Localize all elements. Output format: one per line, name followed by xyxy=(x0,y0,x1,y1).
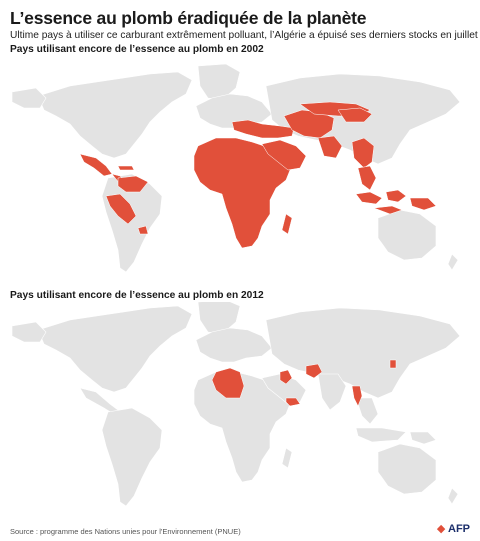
land-south-asia xyxy=(317,373,347,411)
region-north-korea xyxy=(389,359,397,369)
land-indonesia xyxy=(355,427,407,443)
land-alaska xyxy=(11,321,47,343)
region-middle-east xyxy=(261,139,307,171)
region-papua xyxy=(409,197,437,211)
region-uruguay xyxy=(137,225,149,235)
base-land-2012 xyxy=(11,302,461,507)
land-asia xyxy=(265,307,461,399)
region-madagascar xyxy=(281,213,293,235)
land-europe xyxy=(195,327,273,363)
highlight-2012 xyxy=(211,359,397,407)
land-europe xyxy=(195,93,273,129)
region-china xyxy=(351,137,375,169)
land-australia xyxy=(377,443,437,495)
afp-logo-icon: ◆ xyxy=(436,523,446,535)
land-new-zealand xyxy=(447,487,459,505)
chart-title: L’essence au plomb éradiquée de la planè… xyxy=(10,8,367,28)
region-myanmar xyxy=(351,385,363,407)
region-indonesia-1 xyxy=(355,191,383,205)
land-north-america xyxy=(37,71,193,159)
afp-logo-text: AFP xyxy=(448,523,470,535)
region-mongolia xyxy=(337,107,373,123)
land-new-zealand xyxy=(447,253,459,271)
region-indonesia-2 xyxy=(385,189,407,203)
land-southeast-asia xyxy=(355,397,379,425)
land-south-america xyxy=(101,407,163,507)
panel-title-2002: Pays utilisant encore de l’essence au pl… xyxy=(10,44,264,55)
panel-title-2012: Pays utilisant encore de l’essence au pl… xyxy=(10,290,264,301)
region-algeria xyxy=(211,367,245,399)
region-peru-bolivia xyxy=(105,193,137,225)
region-cuba xyxy=(117,165,135,171)
land-north-america xyxy=(37,305,193,393)
region-balkans-turkey xyxy=(231,119,295,139)
chart-subtitle: Ultime pays à utiliser ce carburant extr… xyxy=(10,30,478,41)
region-south-asia xyxy=(317,135,343,159)
land-madagascar xyxy=(281,447,293,469)
land-australia xyxy=(377,209,437,261)
region-yemen xyxy=(285,397,301,407)
highlight-2002 xyxy=(79,101,437,249)
world-map-2012 xyxy=(11,302,461,507)
region-southeast-asia xyxy=(357,165,377,191)
region-afghanistan xyxy=(305,363,323,379)
region-venezuela-colombia xyxy=(117,175,149,193)
land-alaska xyxy=(11,87,47,109)
afp-logo: ◆ AFP xyxy=(437,522,470,535)
land-papua xyxy=(409,431,437,445)
region-mexico xyxy=(79,153,113,177)
region-central-asia xyxy=(283,109,335,139)
region-iraq xyxy=(279,369,293,385)
region-indonesia-3 xyxy=(373,205,403,215)
source-note: Source : programme des Nations unies pou… xyxy=(10,527,241,536)
world-map-2002 xyxy=(11,63,461,273)
